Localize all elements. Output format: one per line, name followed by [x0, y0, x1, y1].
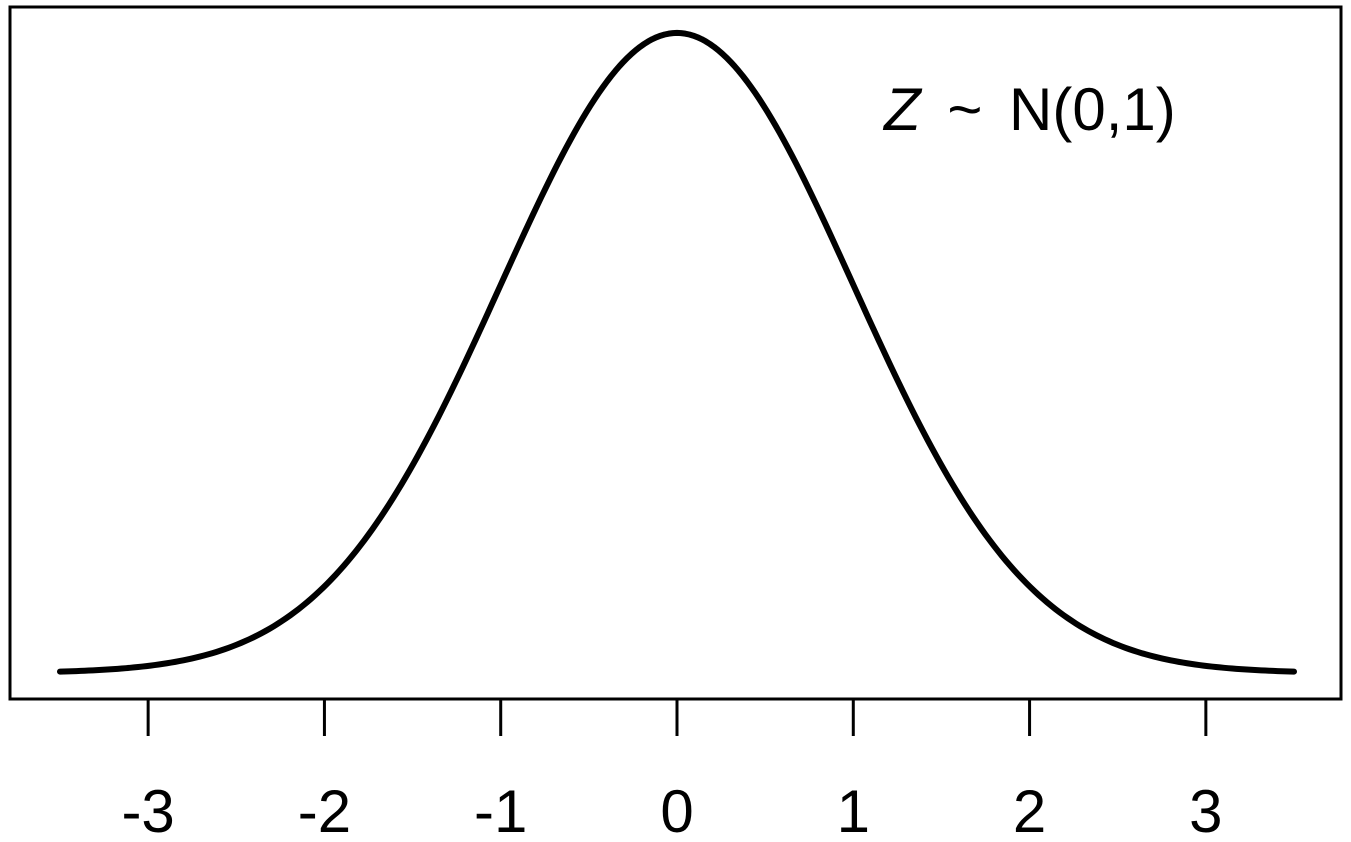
annotation-tilde: ~ [947, 76, 982, 143]
density-curve [57, 29, 1297, 675]
distribution-annotation: Z ~ N(0,1) [882, 76, 1176, 143]
x-tick-label: 2 [1013, 778, 1046, 842]
x-tick-label: 1 [837, 778, 870, 842]
x-tick-label: 0 [660, 778, 693, 842]
x-axis-ticks: -3 -2 -1 0 1 2 3 [121, 699, 1223, 842]
annotation-variable: Z [882, 76, 923, 143]
x-tick-label: 3 [1189, 778, 1222, 842]
x-tick-label: -1 [474, 778, 527, 842]
x-tick-label: -3 [121, 778, 174, 842]
x-tick-label: -2 [298, 778, 351, 842]
annotation-distribution: N(0,1) [1009, 76, 1176, 143]
